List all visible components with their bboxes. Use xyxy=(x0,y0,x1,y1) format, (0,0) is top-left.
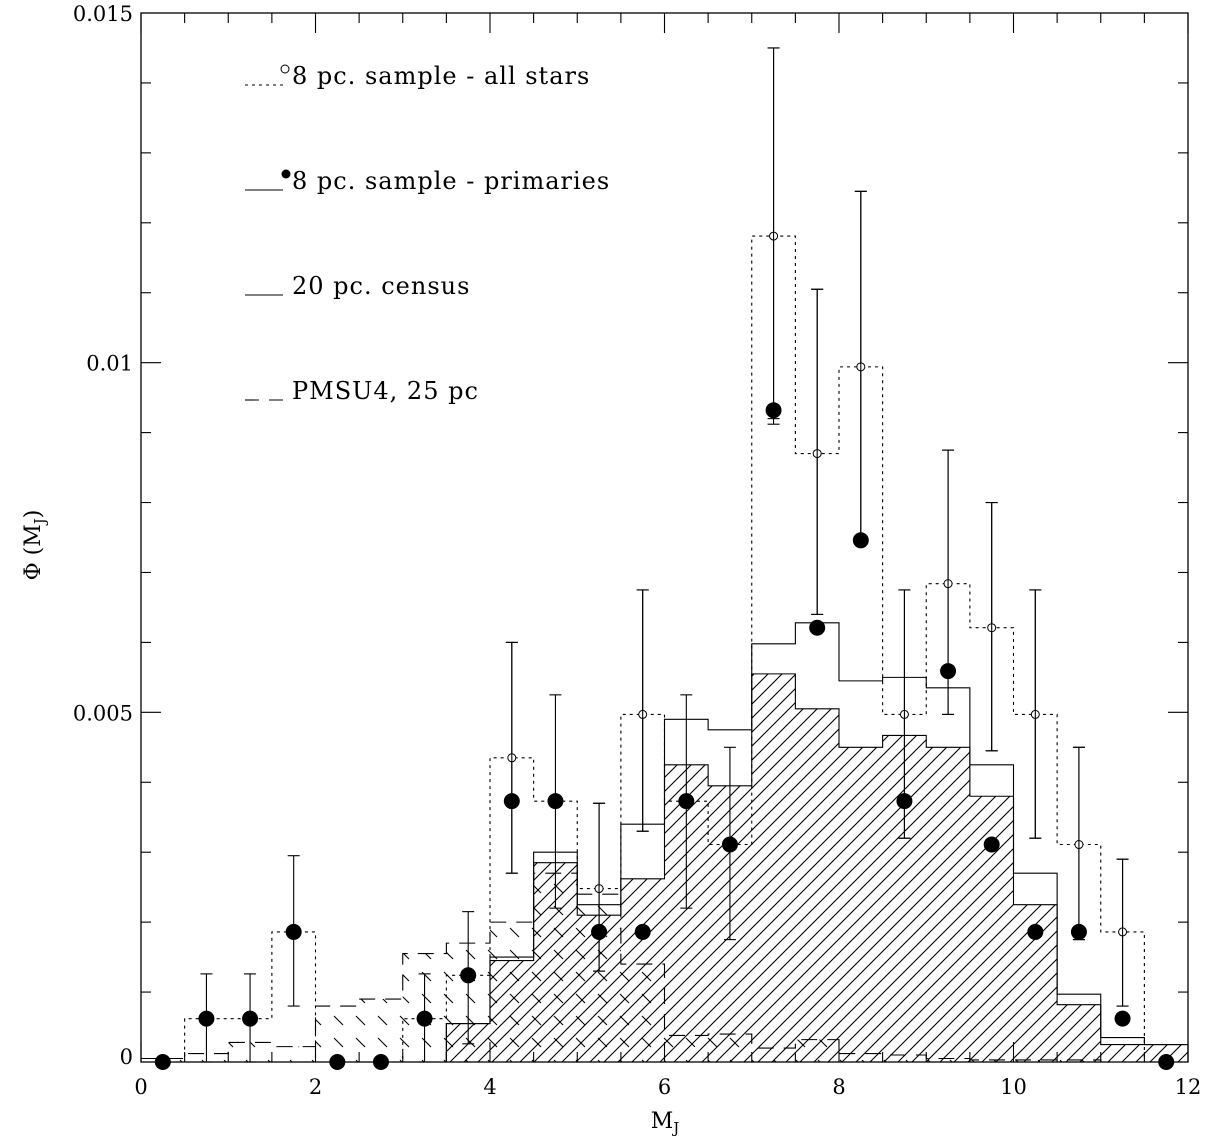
legend-marker-open xyxy=(280,64,290,74)
legend-entry: 8 pc. sample - all stars xyxy=(245,62,590,90)
legend-label: 8 pc. sample - primaries xyxy=(292,167,610,195)
legend-entry: PMSU4, 25 pc xyxy=(245,377,479,405)
legend-label: PMSU4, 25 pc xyxy=(292,377,479,405)
primaries-point-12 xyxy=(678,793,695,810)
x-tick-label: 2 xyxy=(309,1075,322,1099)
y-tick-label: 0.01 xyxy=(86,352,133,376)
primaries-point-15 xyxy=(809,619,826,636)
y-tick-label: 0.005 xyxy=(73,701,133,725)
legend-label: 8 pc. sample - all stars xyxy=(292,62,590,90)
x-tick-label: 12 xyxy=(1175,1075,1202,1099)
x-tick-label: 6 xyxy=(658,1075,671,1099)
x-axis-label: MJ xyxy=(651,1109,680,1137)
x-tick-label: 8 xyxy=(832,1075,845,1099)
primaries-point-7 xyxy=(460,967,477,984)
primaries-point-3 xyxy=(285,923,302,940)
pmsu4-step-line xyxy=(141,872,1188,1063)
primaries-point-14 xyxy=(765,402,782,419)
y-tick-label: 0.015 xyxy=(73,2,133,26)
primaries-point-10 xyxy=(591,923,608,940)
x-tick-label: 10 xyxy=(1000,1075,1027,1099)
x-tick-label: 4 xyxy=(483,1075,496,1099)
y-axis-label: Φ (MJ) xyxy=(21,510,49,581)
primaries-point-9 xyxy=(547,793,564,810)
primaries-point-17 xyxy=(896,793,913,810)
legend-entry: 8 pc. sample - primaries xyxy=(245,167,610,195)
primaries-point-22 xyxy=(1114,1010,1131,1027)
primaries-point-19 xyxy=(983,836,1000,853)
legend-label: 20 pc. census xyxy=(292,272,470,300)
primaries-point-1 xyxy=(198,1010,215,1027)
primaries-point-20 xyxy=(1027,923,1044,940)
primaries-point-2 xyxy=(242,1010,259,1027)
primaries-point-11 xyxy=(634,923,651,940)
y-tick-label: 0 xyxy=(120,1045,133,1069)
primaries-point-6 xyxy=(416,1010,433,1027)
legend-entry: 20 pc. census xyxy=(245,272,470,300)
primaries-point-8 xyxy=(503,793,520,810)
x-tick-label: 0 xyxy=(134,1075,147,1099)
primaries-point-13 xyxy=(721,836,738,853)
primaries-point-21 xyxy=(1070,923,1087,940)
primaries-point-16 xyxy=(852,532,869,549)
primaries-point-18 xyxy=(940,663,957,680)
legend-marker-filled xyxy=(281,169,291,179)
